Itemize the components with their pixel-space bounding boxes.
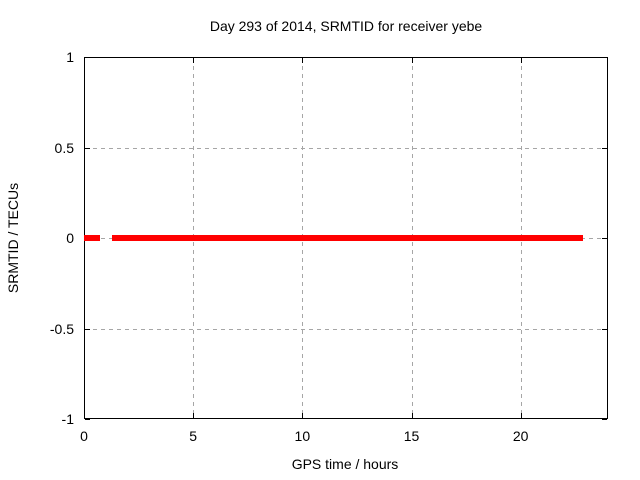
y-axis-label: SRMTID / TECUs: [5, 182, 21, 294]
y-tick-mark: [85, 147, 90, 149]
plot-area: [84, 57, 608, 420]
x-tick-mark: [520, 413, 522, 418]
y-tick-label: 0.5: [54, 139, 74, 156]
x-axis-label: GPS time / hours: [291, 456, 399, 472]
x-tick-mark: [84, 413, 85, 418]
y-tick-mark: [602, 147, 607, 149]
srmtid-line-segment: [84, 235, 101, 241]
x-tick-mark: [302, 58, 304, 63]
x-tick-mark: [84, 58, 85, 63]
y-tick-mark: [602, 328, 607, 330]
srmtid-line-segment: [112, 235, 583, 241]
y-tick-mark: [602, 57, 607, 58]
y-gridline: [85, 147, 607, 149]
x-tick-mark: [302, 413, 304, 418]
x-tick-mark: [411, 413, 413, 418]
y-tick-label: 1: [66, 49, 74, 65]
y-tick-label: 0: [66, 230, 74, 246]
x-tick-mark: [520, 58, 522, 63]
y-tick-mark: [85, 419, 90, 420]
x-tick-mark: [193, 413, 195, 418]
y-tick-mark: [85, 57, 90, 58]
x-tick-label: 10: [294, 428, 311, 444]
y-tick-mark: [602, 238, 607, 239]
x-tick-mark: [411, 58, 413, 63]
x-tick-label: 5: [189, 428, 198, 444]
x-tick-label: 15: [403, 428, 420, 444]
y-tick-label: -0.5: [49, 320, 74, 337]
y-tick-mark: [602, 419, 607, 420]
x-tick-label: 0: [80, 428, 88, 444]
x-tick-mark: [193, 58, 195, 63]
y-tick-mark: [85, 328, 90, 330]
y-gridline: [85, 328, 607, 330]
chart-title: Day 293 of 2014, SRMTID for receiver yeb…: [209, 18, 483, 34]
x-tick-label: 20: [512, 428, 529, 444]
y-tick-label: -1: [61, 411, 74, 427]
